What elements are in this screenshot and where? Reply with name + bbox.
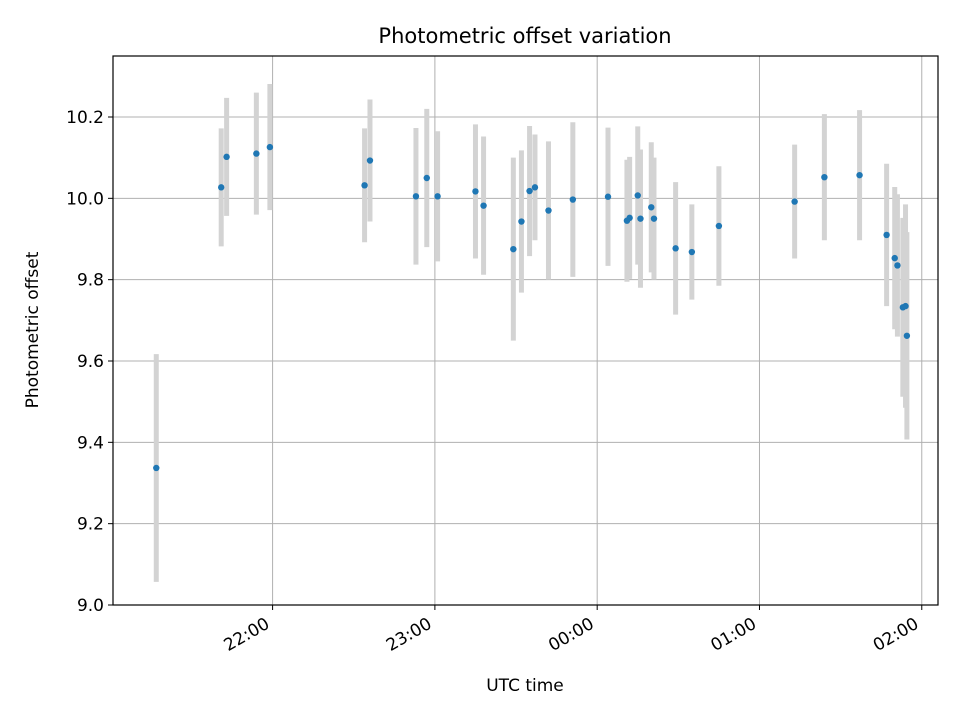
data-point — [531, 184, 539, 191]
data-point — [480, 202, 487, 209]
data-point — [361, 182, 368, 189]
data-point — [366, 157, 374, 164]
x-axis-label: UTC time — [486, 676, 564, 696]
data-point — [634, 192, 641, 199]
data-point — [510, 245, 517, 253]
data-point — [672, 245, 679, 252]
chart-title: Photometric offset variation — [378, 24, 671, 48]
y-tick-label: 10.2 — [66, 108, 104, 128]
data-point — [434, 193, 441, 200]
data-point — [648, 204, 655, 211]
data-point — [715, 222, 723, 230]
data-point — [253, 150, 260, 157]
data-point — [217, 184, 225, 191]
y-tick-label: 9.4 — [77, 433, 104, 453]
data-point — [526, 187, 533, 195]
data-point — [423, 174, 430, 182]
data-point — [891, 254, 898, 262]
data-point — [472, 188, 479, 195]
y-tick-label: 10.0 — [66, 189, 104, 209]
y-axis-label: Photometric offset — [23, 251, 43, 408]
data-point — [791, 198, 798, 205]
y-tick-label: 9.0 — [77, 596, 104, 616]
y-tick-label: 9.8 — [77, 271, 104, 291]
data-point — [650, 215, 658, 222]
data-point — [894, 262, 901, 269]
data-point — [903, 332, 911, 339]
y-tick-layer: 9.0 9.2 9.4 9.6 9.8 10.0 10.2 — [66, 108, 113, 616]
plot-frame — [112, 55, 939, 606]
data-point — [626, 214, 633, 222]
y-tick-label: 9.6 — [77, 352, 104, 372]
data-point — [266, 143, 274, 151]
data-point — [412, 193, 420, 200]
data-point — [223, 153, 230, 161]
data-point — [569, 196, 577, 203]
point-layer — [153, 143, 911, 472]
data-point — [883, 231, 890, 239]
data-point — [856, 171, 863, 179]
grid-layer — [113, 56, 938, 606]
data-point — [545, 207, 552, 214]
data-point — [604, 193, 612, 200]
data-point — [518, 218, 525, 225]
data-point — [821, 173, 828, 181]
data-point — [637, 215, 644, 222]
data-point — [902, 302, 909, 310]
y-tick-label: 9.2 — [77, 515, 104, 535]
data-point — [153, 464, 160, 472]
data-point — [688, 248, 696, 256]
